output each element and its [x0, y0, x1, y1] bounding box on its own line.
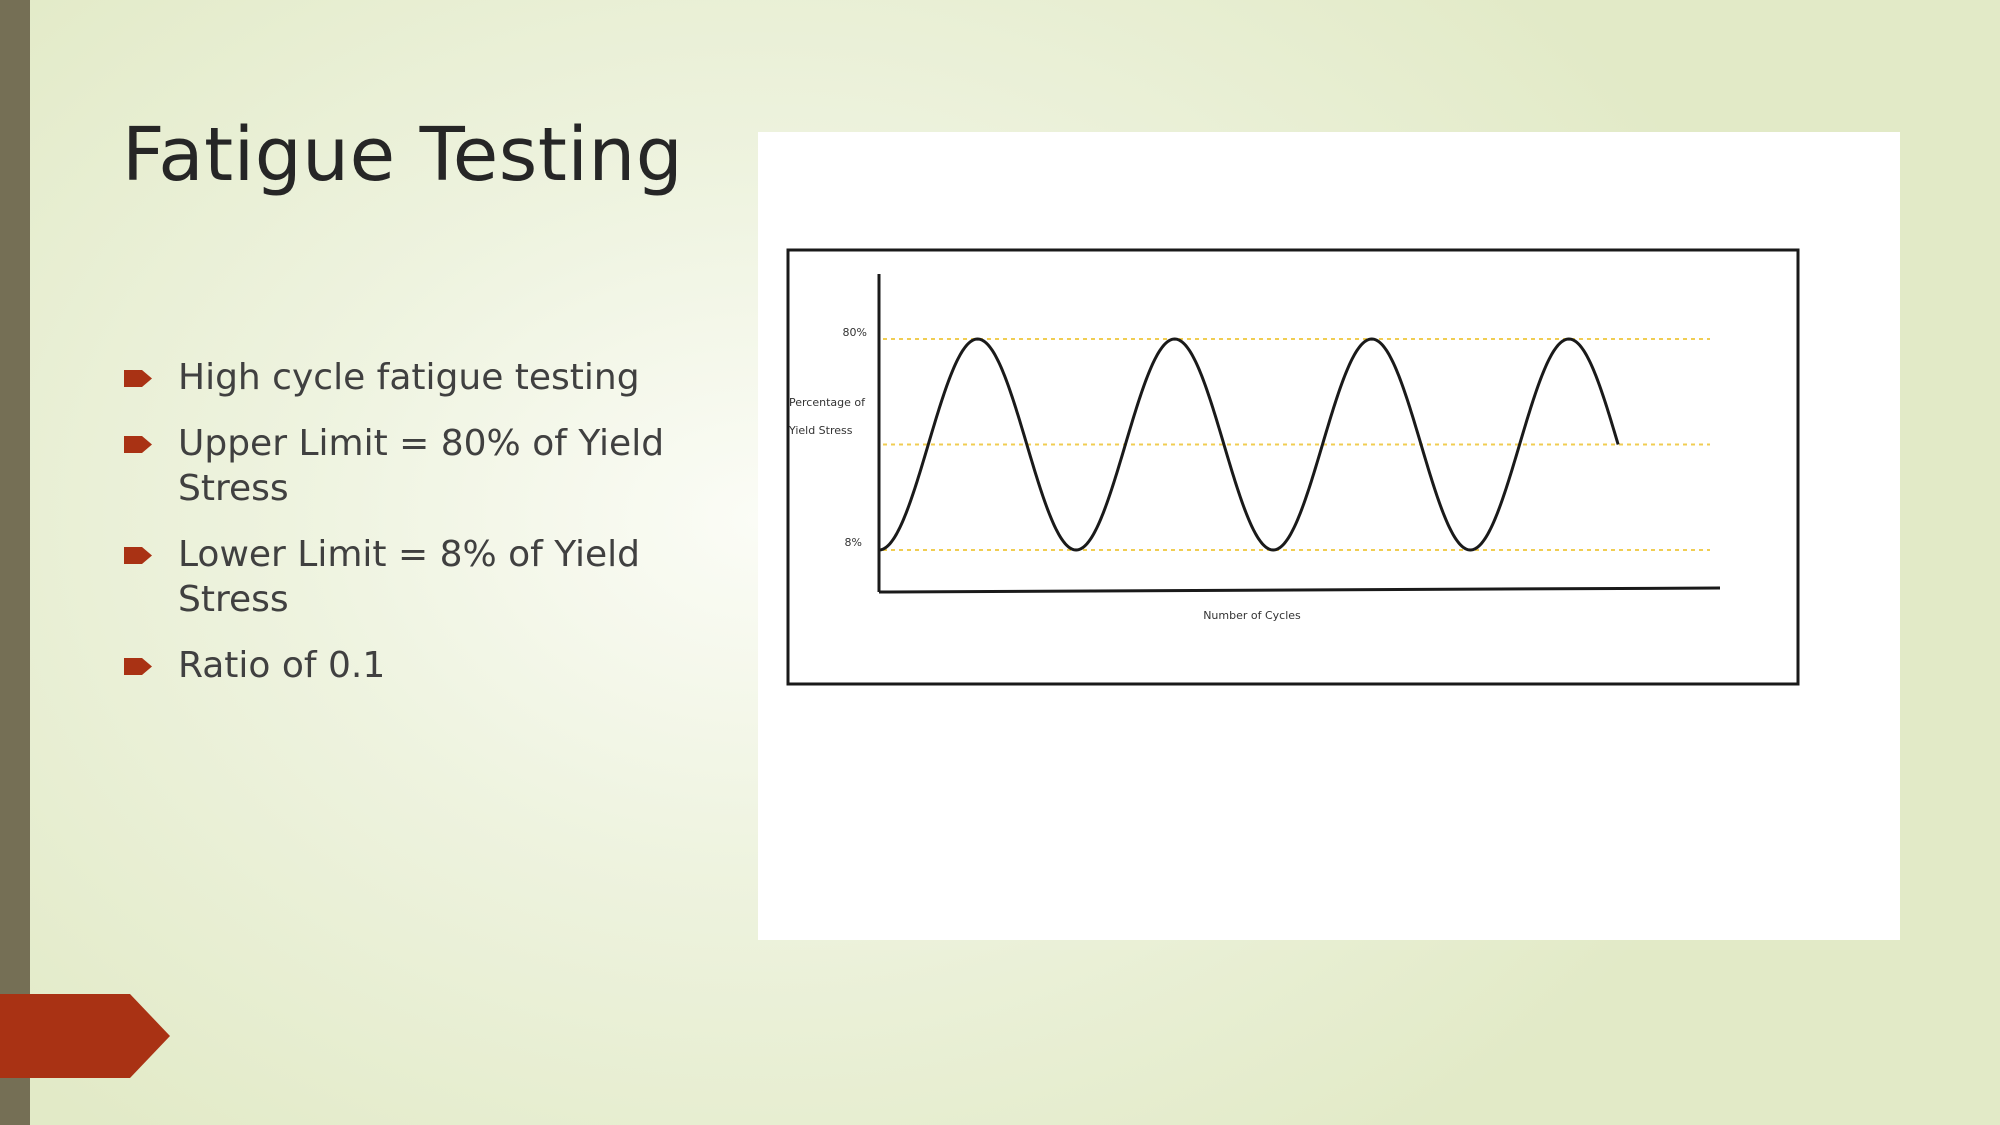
x-axis-line	[878, 586, 1721, 594]
bullet-item: High cycle fatigue testing	[122, 355, 682, 400]
slide-title: Fatigue Testing	[122, 112, 684, 198]
bullet-text: Ratio of 0.1	[178, 645, 386, 686]
chevron-arrow-icon	[0, 994, 170, 1078]
chart-panel: 80% 8% Percentage of Yield Stress Number…	[758, 132, 1900, 940]
bullet-text: High cycle fatigue testing	[178, 357, 640, 398]
right-pointing-arrow-icon	[124, 658, 152, 675]
y-axis-label-line-1: Percentage of	[789, 396, 866, 409]
y-axis-label-line-2: Yield Stress	[788, 424, 853, 437]
bullet-item: Lower Limit = 8% of Yield Stress	[122, 532, 682, 622]
chart-svg: 80% 8% Percentage of Yield Stress Number…	[786, 248, 1800, 686]
bullet-text: Lower Limit = 8% of Yield Stress	[178, 534, 640, 620]
bullet-text: Upper Limit = 80% of Yield Stress	[178, 423, 665, 509]
right-pointing-arrow-icon	[124, 547, 152, 564]
bullet-list: High cycle fatigue testing Upper Limit =…	[122, 355, 682, 709]
y-tick-label-8: 8%	[845, 536, 862, 549]
series-line	[878, 337, 1620, 552]
y-tick-label-80: 80%	[843, 326, 867, 339]
bullet-item: Upper Limit = 80% of Yield Stress	[122, 421, 682, 511]
right-pointing-arrow-icon	[124, 436, 152, 453]
guide-lines	[883, 338, 1710, 551]
chart-frame	[786, 248, 1800, 686]
bullet-item: Ratio of 0.1	[122, 643, 682, 688]
x-axis-label: Number of Cycles	[1203, 609, 1301, 622]
side-accent-bar	[0, 0, 30, 1125]
right-pointing-arrow-icon	[124, 370, 152, 387]
